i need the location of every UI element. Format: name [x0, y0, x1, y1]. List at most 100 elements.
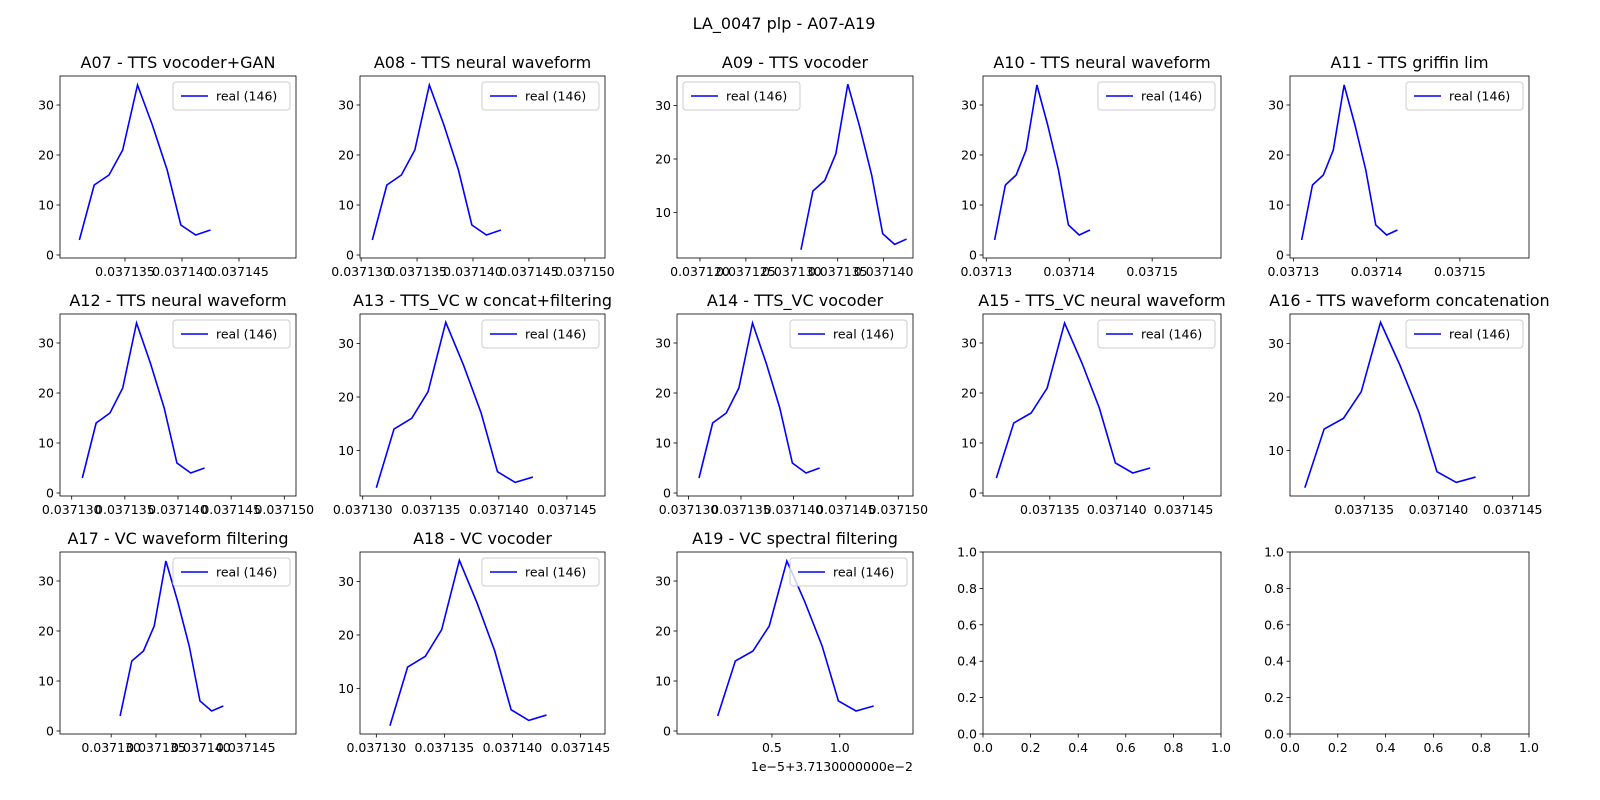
y-tick-label: 20: [655, 151, 671, 166]
x-tick-label: 1.0: [1211, 740, 1231, 755]
data-line: [371, 82, 502, 241]
y-tick-label: 30: [655, 574, 671, 589]
y-tick-label: 10: [1268, 198, 1284, 213]
x-tick-label: 0.037135: [711, 502, 771, 517]
y-tick-label: 10: [1268, 443, 1284, 458]
x-tick-label: 0.037135: [95, 502, 155, 517]
x-tick-label: 0.037135: [1334, 502, 1394, 517]
x-tick-label: 0.6: [1423, 740, 1443, 755]
x-tick-label: 1.0: [830, 740, 850, 755]
x-tick-label: 0.4: [1068, 740, 1088, 755]
y-tick-label: 0.8: [1264, 581, 1284, 596]
y-tick-label: 0: [969, 248, 977, 263]
data-line: [698, 319, 820, 479]
y-tick-label: 10: [655, 205, 671, 220]
x-tick-label: 0.8: [1471, 740, 1491, 755]
legend-label: real (146): [1449, 89, 1510, 104]
legend-box: [789, 319, 908, 349]
y-tick-label: 0.0: [1264, 727, 1284, 742]
legend-box: [1097, 81, 1216, 111]
axes-title: A15 - TTS_VC neural waveform: [978, 291, 1225, 311]
x-tick-label: 0.2: [1021, 740, 1041, 755]
axes-title: A17 - VC waveform filtering: [67, 529, 288, 548]
y-tick-label: 30: [1268, 98, 1284, 113]
data-line: [993, 84, 1091, 241]
y-tick-label: 0: [1276, 248, 1284, 263]
x-tick-label: 0.037150: [555, 264, 615, 279]
y-tick-label: 0: [46, 724, 54, 739]
y-tick-label: 0.4: [957, 654, 977, 669]
legend-box: [481, 557, 600, 587]
x-tick-label: 0.5: [762, 740, 782, 755]
x-tick-label: 0.037145: [499, 264, 559, 279]
x-tick-label: 0.03714: [1043, 264, 1095, 279]
y-tick-label: 0: [663, 486, 671, 501]
axes-title: A10 - TTS neural waveform: [993, 53, 1210, 72]
y-tick-label: 30: [961, 98, 977, 113]
legend-box: [481, 81, 600, 111]
x-tick-label: 0.037150: [254, 502, 314, 517]
x-tick-label: 0.0: [973, 740, 993, 755]
legend-box: [172, 81, 291, 111]
data-line: [78, 82, 211, 241]
x-tick-label: 0.037140: [483, 740, 543, 755]
x-tick-label: 0.037130: [331, 264, 391, 279]
axes-frame: [1289, 551, 1530, 735]
axes-title: A16 - TTS waveform concatenation: [1269, 291, 1549, 310]
x-tick-label: 0.037140: [171, 740, 231, 755]
x-tick-label: 0.037130: [762, 264, 822, 279]
y-tick-label: 20: [961, 148, 977, 163]
y-tick-label: 10: [655, 674, 671, 689]
axes-title: A19 - VC spectral filtering: [692, 529, 898, 548]
data-line: [995, 320, 1151, 479]
y-tick-label: 0.0: [957, 727, 977, 742]
data-line: [81, 320, 205, 479]
axes-title: A09 - TTS vocoder: [722, 53, 869, 72]
y-tick-label: 30: [338, 336, 354, 351]
legend-box: [789, 557, 908, 587]
x-tick-label: 0.037130: [347, 740, 407, 755]
data-line: [375, 319, 534, 488]
x-tick-label: 0.037140: [443, 264, 503, 279]
x-tick-label: 0.4: [1376, 740, 1396, 755]
x-tick-label: 0.037145: [816, 502, 876, 517]
x-tick-label: 0.037140: [148, 502, 208, 517]
x-tick-label: 0.0: [1280, 740, 1300, 755]
legend-label: real (146): [216, 565, 277, 580]
y-tick-label: 0.4: [1264, 654, 1284, 669]
y-tick-label: 1.0: [1264, 545, 1284, 560]
legend-box: [1097, 319, 1216, 349]
y-tick-label: 10: [38, 436, 54, 451]
legend-box: [481, 319, 600, 349]
x-tick-label: 0.037130: [81, 740, 141, 755]
legend-label: real (146): [216, 327, 277, 342]
x-tick-label: 0.037150: [868, 502, 928, 517]
x-tick-label: 0.037130: [42, 502, 102, 517]
y-tick-label: 20: [1268, 148, 1284, 163]
legend-label: real (146): [833, 327, 894, 342]
x-tick-label: 0.6: [1116, 740, 1136, 755]
y-tick-label: 20: [338, 627, 354, 642]
y-tick-label: 0: [46, 248, 54, 263]
y-tick-label: 0: [663, 724, 671, 739]
x-tick-label: 0.037130: [659, 502, 719, 517]
x-tick-label: 0.037140: [764, 502, 824, 517]
legend-label: real (146): [726, 89, 787, 104]
x-tick-label: 0.037135: [126, 740, 186, 755]
y-tick-label: 0.6: [957, 617, 977, 632]
x-tick-label: 0.037135: [95, 264, 155, 279]
legend-label: real (146): [833, 565, 894, 580]
y-tick-label: 20: [961, 386, 977, 401]
y-tick-label: 30: [38, 98, 54, 113]
axes-title: A08 - TTS neural waveform: [374, 53, 591, 72]
y-tick-label: 20: [655, 386, 671, 401]
x-tick-label: 0.8: [1163, 740, 1183, 755]
x-tick-label: 1.0: [1519, 740, 1539, 755]
x-offset-label: 1e−5+3.7130000000e−2: [751, 759, 913, 774]
y-tick-label: 30: [38, 336, 54, 351]
data-line: [1300, 84, 1398, 241]
x-tick-label: 0.03715: [1434, 264, 1486, 279]
y-tick-label: 30: [655, 98, 671, 113]
y-tick-label: 20: [38, 386, 54, 401]
